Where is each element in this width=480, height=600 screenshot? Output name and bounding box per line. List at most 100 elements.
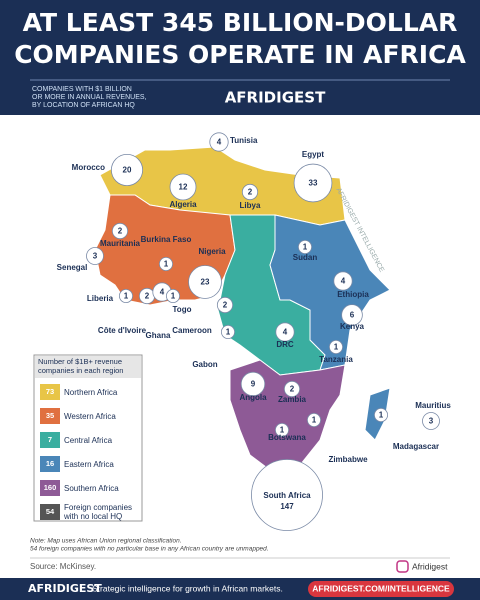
country-name: Ethiopia xyxy=(337,290,369,299)
subtitle: BY LOCATION OF AFRICAN HQ xyxy=(32,102,135,109)
country-name: Zimbabwe xyxy=(328,455,368,464)
company-count: 12 xyxy=(179,183,188,192)
company-bubble xyxy=(283,380,301,398)
company-bubble xyxy=(328,339,343,354)
company-count: 1 xyxy=(280,426,285,435)
map xyxy=(94,146,391,471)
company-count: 2 xyxy=(118,227,123,236)
legend-count: 7 xyxy=(48,435,52,444)
country-name: Zambia xyxy=(278,395,307,404)
company-bubble xyxy=(422,412,440,430)
legend-label: Western Africa xyxy=(64,411,116,421)
company-count: 9 xyxy=(251,380,256,389)
country-name: Gabon xyxy=(192,360,217,369)
company-count: 4 xyxy=(160,288,165,297)
country-name: South Africa xyxy=(263,491,311,500)
company-count: 1 xyxy=(312,416,317,425)
company-bubble xyxy=(110,153,144,187)
brand: AFRIDIGEST xyxy=(225,89,326,107)
company-bubble xyxy=(333,271,353,291)
legend-swatch xyxy=(40,456,60,472)
company-bubble xyxy=(373,407,388,422)
company-bubble xyxy=(251,459,323,531)
legend-header xyxy=(35,356,141,378)
company-bubble xyxy=(220,324,235,339)
legend-swatch xyxy=(40,408,60,424)
company-count: 1 xyxy=(379,411,384,420)
company-bubble xyxy=(209,132,229,152)
legend-label-wrap: Central Africa xyxy=(64,435,113,445)
legend-label: Eastern Africa xyxy=(64,459,114,469)
company-count: 6 xyxy=(350,311,355,320)
legend-swatch xyxy=(40,432,60,448)
company-count: 4 xyxy=(283,328,288,337)
legend-count: 160 xyxy=(44,483,57,492)
country-name: Kenya xyxy=(340,322,365,331)
subtitle: OR MORE IN ANNUAL REVENUES, xyxy=(32,94,147,101)
company-bubble xyxy=(165,288,180,303)
legend-title: Number of $1B+ revenue companies in each… xyxy=(38,357,124,375)
source: Source: McKinsey. xyxy=(30,562,96,571)
country-name: Egypt xyxy=(302,150,325,159)
legend-title-wrap: Number of $1B+ revenue companies in each… xyxy=(38,357,124,375)
legend-count: 16 xyxy=(46,459,54,468)
instagram-icon xyxy=(396,560,409,573)
company-count: 23 xyxy=(201,278,210,287)
legend-swatch xyxy=(40,480,60,496)
company-count: 2 xyxy=(248,188,253,197)
legend-count: 54 xyxy=(46,507,55,516)
company-count: 4 xyxy=(217,138,222,147)
country-name: Morocco xyxy=(72,163,105,172)
legend-label-wrap: Foreign companies with no local HQ xyxy=(64,503,133,521)
country-name: Senegal xyxy=(57,263,88,272)
footer-brand: AFRIDIGEST xyxy=(28,582,102,595)
company-count: 3 xyxy=(429,417,434,426)
country-name: Libya xyxy=(240,201,261,210)
company-count: 1 xyxy=(334,343,339,352)
legend-label: Southern Africa xyxy=(64,483,119,493)
legend-label: Central Africa xyxy=(64,435,113,445)
company-count: 2 xyxy=(223,301,228,310)
header-bg xyxy=(0,0,480,115)
company-bubble xyxy=(188,265,222,299)
company-bubble xyxy=(111,222,129,240)
footer-url[interactable]: AFRIDIGEST.COM/INTELLIGENCE xyxy=(312,583,450,593)
country-name: Côte d'Ivoire xyxy=(98,326,147,335)
legend-label-wrap: Eastern Africa xyxy=(64,459,114,469)
url-pill[interactable] xyxy=(308,581,454,597)
legend-label: Foreign companies with no local HQ xyxy=(64,503,133,521)
country-name: Cameroon xyxy=(172,326,212,335)
title: AT LEAST 345 BILLION-DOLLAR xyxy=(23,8,458,37)
country-name: Ghana xyxy=(146,331,171,340)
country-name: Mauritania xyxy=(100,239,141,248)
legend-label-wrap: Southern Africa xyxy=(64,483,119,493)
country-name: Angola xyxy=(239,393,267,402)
subtitle: COMPANIES WITH $1 BILLION xyxy=(32,86,132,93)
company-bubble xyxy=(293,163,333,203)
country-name: Togo xyxy=(173,305,192,314)
company-bubble xyxy=(240,371,266,397)
legend-count: 73 xyxy=(46,387,54,396)
footer-tagline: Strategic intelligence for growth in Afr… xyxy=(92,583,283,593)
company-count: 1 xyxy=(124,292,129,301)
country-name: Madagascar xyxy=(393,442,439,451)
company-bubble xyxy=(297,239,312,254)
legend-label-wrap: Northern Africa xyxy=(64,388,117,397)
country-name: Botswana xyxy=(268,433,306,442)
country-name: Nigeria xyxy=(198,247,226,256)
company-bubble xyxy=(341,304,363,326)
legend-count: 35 xyxy=(46,411,54,420)
title: COMPANIES OPERATE IN AFRICA xyxy=(14,40,466,69)
country-name: Algeria xyxy=(169,200,197,209)
company-bubble xyxy=(216,296,234,314)
company-bubble xyxy=(306,412,321,427)
legend-swatch xyxy=(40,504,60,520)
company-bubble xyxy=(86,247,104,265)
note: 54 foreign companies with no particular … xyxy=(30,546,269,553)
company-count: 20 xyxy=(123,166,132,175)
social-handle[interactable]: Afridigest xyxy=(412,561,448,571)
legend-swatch xyxy=(40,384,60,400)
country-name: Mauritius xyxy=(415,401,451,410)
company-count: 1 xyxy=(171,292,176,301)
